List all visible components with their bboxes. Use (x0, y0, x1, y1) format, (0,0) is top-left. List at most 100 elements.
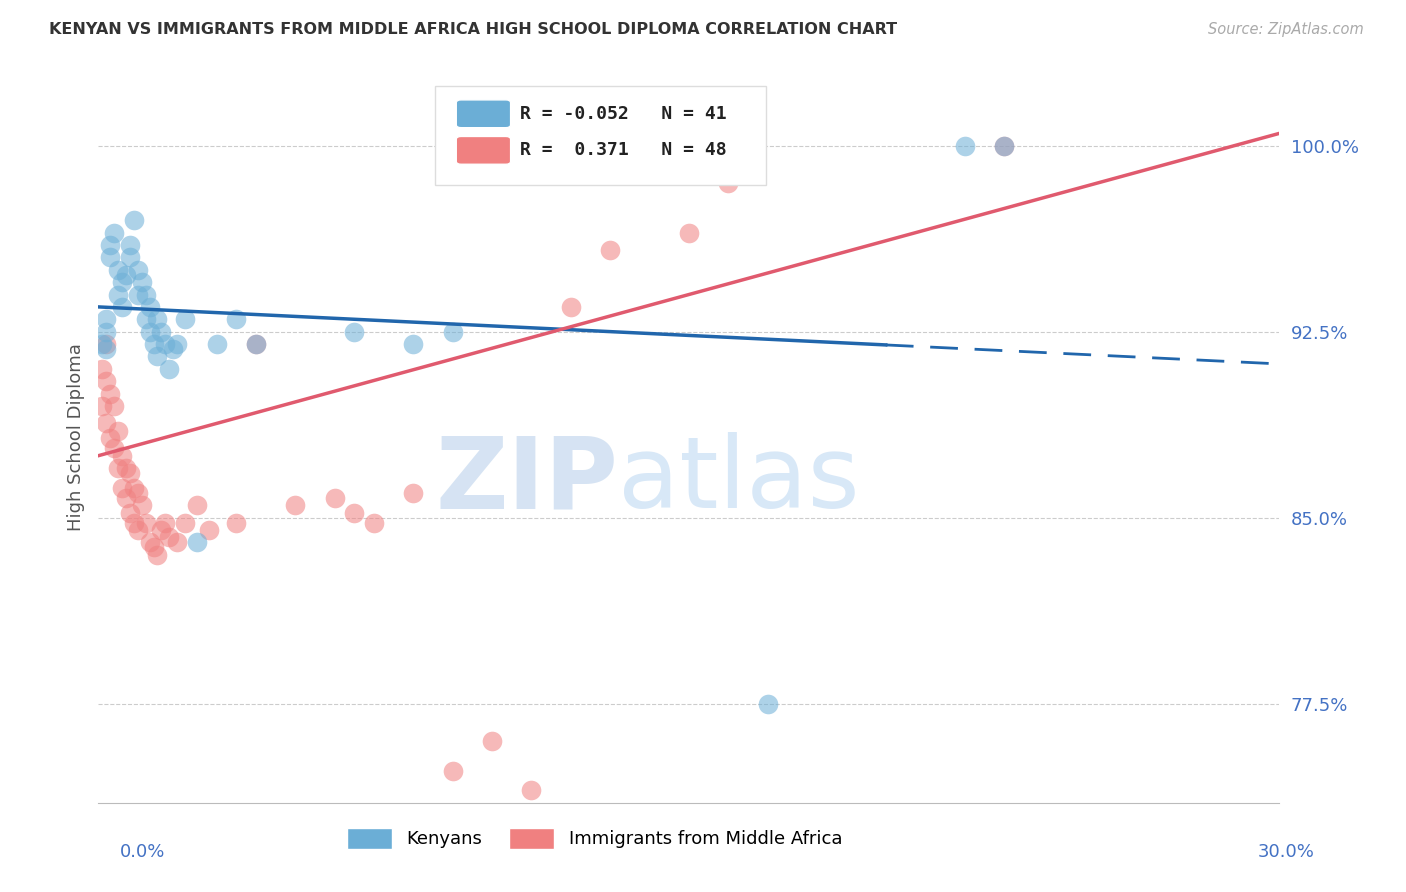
Point (135, 312, 157, 326)
Point (135, 287, 157, 301)
Point (103, 226, 125, 240)
Point (142, 541, 165, 555)
Point (103, 442, 125, 456)
Point (138, 535, 160, 549)
Point (96, 374, 118, 388)
FancyBboxPatch shape (457, 100, 510, 128)
Point (138, 300, 160, 314)
Point (197, 523, 219, 537)
Point (678, 226, 700, 240)
Point (96, 342, 118, 356)
Point (127, 523, 149, 537)
Point (91, 399, 114, 413)
Point (118, 250, 141, 264)
Text: 0.0%: 0.0% (120, 843, 165, 861)
Point (402, 337, 425, 351)
Point (284, 498, 307, 512)
Point (146, 350, 169, 364)
Point (98, 431, 121, 445)
Point (157, 362, 180, 376)
Point (174, 312, 197, 326)
Point (343, 506, 366, 520)
Point (122, 213, 145, 227)
Text: ZIP: ZIP (436, 433, 619, 530)
Point (127, 486, 149, 500)
Point (245, 337, 267, 351)
Point (343, 325, 366, 339)
Point (560, 300, 582, 314)
Point (131, 275, 153, 289)
Point (441, 325, 464, 339)
Y-axis label: High School Diploma: High School Diploma (66, 343, 84, 531)
Point (107, 424, 129, 438)
Point (150, 325, 173, 339)
Point (599, 243, 621, 257)
Point (118, 238, 141, 252)
Text: atlas: atlas (619, 433, 859, 530)
Point (993, 138, 1015, 153)
Text: Source: ZipAtlas.com: Source: ZipAtlas.com (1208, 22, 1364, 37)
Point (520, 783, 543, 797)
Point (225, 516, 247, 530)
Point (91, 362, 114, 376)
Point (111, 449, 134, 463)
Text: KENYAN VS IMMIGRANTS FROM MIDDLE AFRICA HIGH SCHOOL DIPLOMA CORRELATION CHART: KENYAN VS IMMIGRANTS FROM MIDDLE AFRICA … (49, 22, 897, 37)
Point (146, 312, 169, 326)
Point (111, 481, 134, 495)
FancyBboxPatch shape (457, 136, 510, 164)
Point (146, 548, 169, 562)
Point (122, 481, 145, 495)
Point (481, 734, 503, 748)
Point (115, 491, 138, 505)
FancyBboxPatch shape (434, 86, 766, 185)
Point (157, 531, 180, 545)
Point (138, 325, 160, 339)
Point (98, 250, 121, 264)
Point (118, 506, 141, 520)
Point (107, 461, 129, 475)
Point (245, 337, 267, 351)
Point (166, 337, 188, 351)
Point (122, 516, 145, 530)
Point (111, 275, 134, 289)
Point (107, 287, 129, 301)
Point (96, 312, 118, 326)
Point (115, 461, 138, 475)
Point (103, 399, 125, 413)
Point (127, 287, 149, 301)
Point (166, 535, 188, 549)
Point (323, 491, 346, 505)
Point (127, 262, 149, 277)
Point (441, 764, 464, 778)
Point (363, 516, 385, 530)
Point (96, 337, 118, 351)
Point (118, 466, 141, 480)
Point (135, 516, 157, 530)
Point (98, 386, 121, 401)
Point (717, 176, 740, 190)
Text: 30.0%: 30.0% (1258, 843, 1315, 861)
Point (756, 697, 779, 711)
Point (205, 337, 228, 351)
Point (91, 337, 114, 351)
Point (96, 325, 118, 339)
Point (150, 523, 173, 537)
Point (174, 516, 197, 530)
Point (155, 337, 177, 351)
Point (111, 300, 134, 314)
Point (155, 516, 177, 530)
Point (186, 498, 208, 512)
Point (142, 337, 165, 351)
Point (131, 498, 153, 512)
Point (953, 138, 976, 153)
Text: R = -0.052   N = 41: R = -0.052 N = 41 (520, 104, 727, 123)
Point (402, 486, 425, 500)
Point (186, 535, 208, 549)
Point (98, 238, 121, 252)
Point (115, 268, 138, 282)
Point (96, 417, 118, 431)
Point (993, 138, 1015, 153)
Legend: Kenyans, Immigrants from Middle Africa: Kenyans, Immigrants from Middle Africa (339, 821, 849, 856)
Point (107, 262, 129, 277)
Point (162, 342, 184, 356)
